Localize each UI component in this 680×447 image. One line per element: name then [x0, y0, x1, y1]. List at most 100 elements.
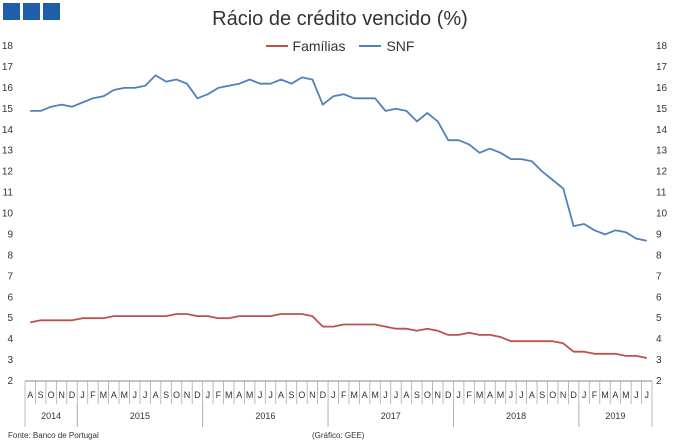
y-tick-label-right: 13: [656, 146, 668, 157]
x-year-label: 2017: [381, 411, 401, 421]
y-tick-label-right: 6: [656, 292, 662, 303]
x-month-label: M: [622, 390, 630, 400]
x-month-label: N: [435, 390, 442, 400]
y-tick-label-left: 10: [2, 209, 14, 220]
legend-item-familias: Famílias: [265, 38, 346, 54]
x-month-label: J: [582, 390, 587, 400]
logo-square: [3, 3, 20, 20]
x-month-label: N: [560, 390, 567, 400]
y-tick-label-right: 12: [656, 167, 668, 178]
x-month-label: A: [153, 390, 159, 400]
x-month-label: A: [362, 390, 368, 400]
x-month-label: J: [383, 390, 388, 400]
x-month-label: J: [258, 390, 263, 400]
x-month-label: F: [90, 390, 96, 400]
legend-item-snf: SNF: [359, 38, 414, 54]
y-tick-label-left: 16: [2, 83, 14, 94]
y-tick-label-left: 2: [7, 376, 13, 387]
x-month-label: J: [509, 390, 514, 400]
x-month-label: M: [371, 390, 379, 400]
x-month-label: O: [424, 390, 431, 400]
y-tick-label-left: 5: [7, 313, 13, 324]
y-tick-label-left: 8: [7, 250, 13, 261]
y-tick-label-left: 6: [7, 292, 13, 303]
x-month-label: M: [497, 390, 505, 400]
y-tick-label-right: 14: [656, 125, 668, 136]
x-month-label: O: [549, 390, 556, 400]
x-month-label: F: [466, 390, 472, 400]
x-month-label: A: [27, 390, 33, 400]
x-month-label: J: [143, 390, 148, 400]
y-tick-label-right: 11: [656, 188, 667, 199]
legend-swatch-familias: [265, 45, 288, 47]
y-tick-label-right: 3: [656, 355, 662, 366]
x-month-label: D: [69, 390, 76, 400]
x-month-label: A: [612, 390, 618, 400]
source-note: Fonte: Banco de Portugal: [8, 431, 99, 440]
x-month-label: D: [445, 390, 452, 400]
x-month-label: F: [592, 390, 598, 400]
x-month-label: O: [173, 390, 180, 400]
x-month-label: A: [111, 390, 117, 400]
x-month-label: S: [539, 390, 545, 400]
x-month-label: N: [309, 390, 316, 400]
y-tick-label-left: 14: [2, 125, 14, 136]
x-month-label: S: [163, 390, 169, 400]
x-month-label: F: [341, 390, 347, 400]
x-month-label: A: [487, 390, 493, 400]
y-tick-label-right: 5: [656, 313, 662, 324]
x-month-label: O: [298, 390, 305, 400]
x-month-label: S: [414, 390, 420, 400]
x-month-label: M: [246, 390, 254, 400]
y-tick-label-left: 11: [3, 188, 14, 199]
x-month-label: D: [320, 390, 327, 400]
y-tick-label-right: 8: [656, 250, 662, 261]
y-tick-label-left: 3: [7, 355, 13, 366]
x-month-label: J: [80, 390, 85, 400]
x-month-label: N: [184, 390, 191, 400]
x-month-label: J: [634, 390, 639, 400]
x-month-label: J: [268, 390, 273, 400]
x-month-label: J: [519, 390, 524, 400]
x-month-label: J: [132, 390, 137, 400]
y-tick-label-right: 4: [656, 334, 662, 345]
x-month-label: D: [194, 390, 201, 400]
y-tick-label-left: 9: [7, 229, 13, 240]
x-year-label: 2019: [605, 411, 625, 421]
logo-square: [43, 3, 60, 20]
y-tick-label-right: 9: [656, 229, 662, 240]
x-month-label: J: [645, 390, 650, 400]
y-tick-label-right: 16: [656, 83, 668, 94]
x-month-label: J: [331, 390, 336, 400]
legend: Famílias SNF: [0, 38, 680, 54]
logo-square: [23, 3, 40, 20]
x-month-label: J: [394, 390, 399, 400]
x-month-label: M: [100, 390, 108, 400]
y-tick-label-left: 12: [2, 167, 14, 178]
x-month-label: A: [529, 390, 535, 400]
chart-title: Rácio de crédito vencido (%): [212, 8, 468, 30]
y-tick-label-left: 4: [7, 334, 13, 345]
legend-label-familias: Famílias: [292, 38, 346, 54]
logo: [3, 3, 60, 20]
y-tick-label-left: 15: [2, 104, 14, 115]
x-month-label: A: [278, 390, 284, 400]
y-tick-label-right: 18: [656, 41, 668, 52]
x-year-label: 2015: [130, 411, 150, 421]
y-tick-label-left: 13: [2, 146, 14, 157]
x-year-label: 2018: [506, 411, 526, 421]
x-month-label: M: [476, 390, 484, 400]
x-year-label: 2014: [41, 411, 61, 421]
x-month-label: D: [570, 390, 577, 400]
y-tick-label-right: 7: [656, 271, 662, 282]
x-month-label: F: [216, 390, 222, 400]
x-month-label: M: [121, 390, 129, 400]
y-tick-label-right: 17: [656, 62, 668, 73]
x-month-label: M: [350, 390, 358, 400]
y-tick-label-left: 17: [2, 62, 14, 73]
x-month-label: N: [58, 390, 65, 400]
credit-note: (Gráfico: GEE): [312, 431, 365, 440]
x-month-label: J: [206, 390, 211, 400]
series-line-familias: [30, 313, 647, 359]
